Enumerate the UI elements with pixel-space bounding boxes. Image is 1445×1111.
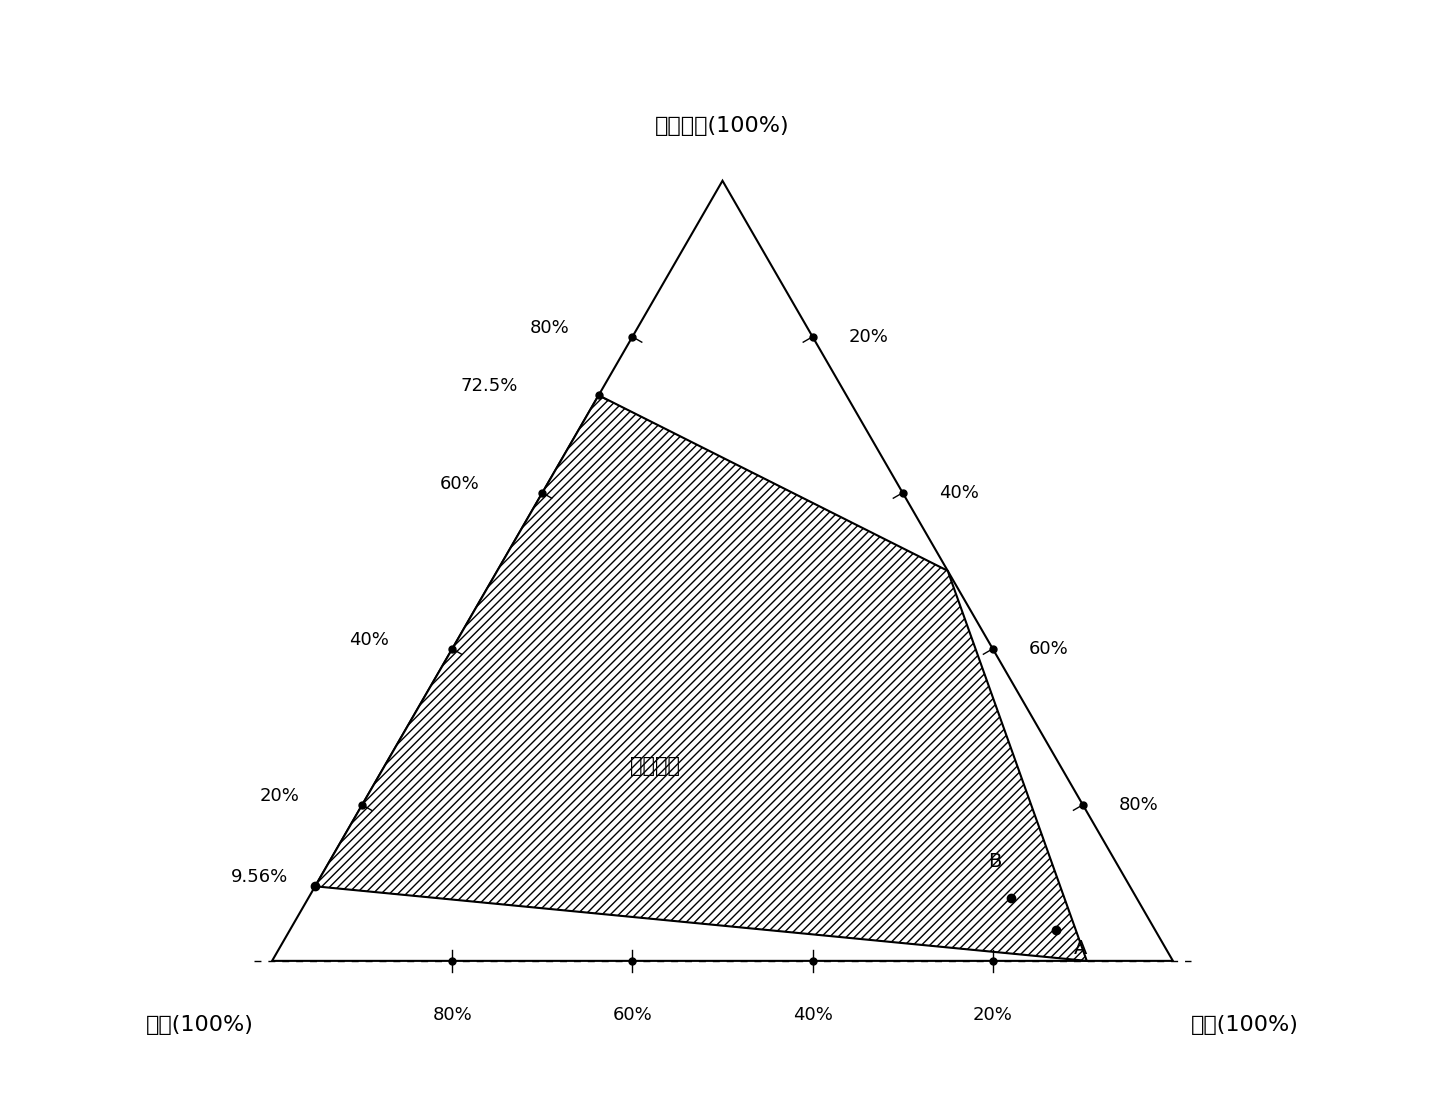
Text: 可燃气体(100%): 可燃气体(100%) (655, 116, 790, 136)
Text: 60%: 60% (613, 1005, 652, 1024)
Text: 40%: 40% (793, 1005, 832, 1024)
Text: 80%: 80% (1118, 795, 1159, 814)
Polygon shape (315, 396, 1087, 961)
Text: 9.56%: 9.56% (231, 869, 288, 887)
Text: A: A (1074, 939, 1087, 958)
Text: 72.5%: 72.5% (460, 378, 517, 396)
Text: 40%: 40% (350, 631, 389, 649)
Text: 60%: 60% (1029, 640, 1068, 658)
Text: 20%: 20% (848, 328, 889, 346)
Text: 80%: 80% (432, 1005, 473, 1024)
Text: 可燃范围: 可燃范围 (630, 755, 681, 775)
Text: 氧气(100%): 氧气(100%) (146, 1015, 254, 1035)
Text: 20%: 20% (972, 1005, 1013, 1024)
Text: 惰气(100%): 惰气(100%) (1191, 1015, 1299, 1035)
Text: 20%: 20% (259, 787, 299, 804)
Text: B: B (988, 852, 1001, 871)
Text: 60%: 60% (439, 474, 480, 493)
Text: 80%: 80% (530, 319, 569, 337)
Text: 40%: 40% (939, 483, 978, 502)
